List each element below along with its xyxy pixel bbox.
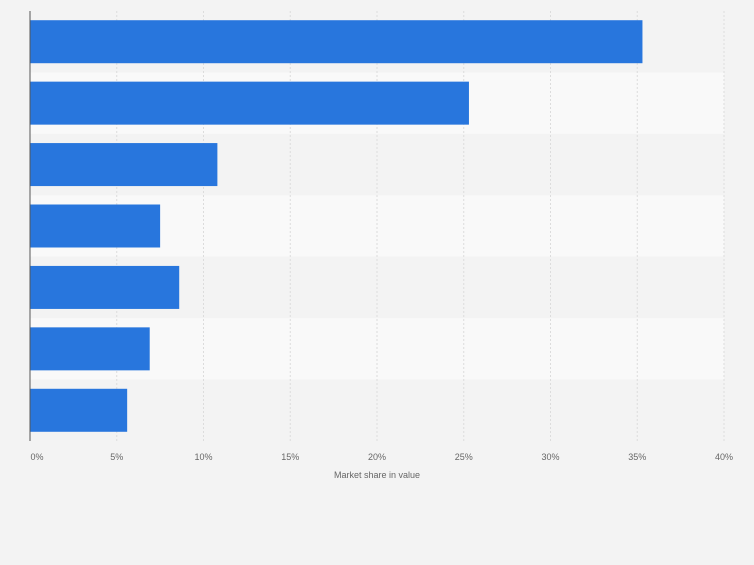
x-axis-label: Market share in value [334, 470, 420, 480]
x-tick-label: 30% [541, 452, 559, 462]
x-tick-label: 25% [455, 452, 473, 462]
bar-6 [30, 388, 128, 432]
x-tick-label: 20% [368, 452, 386, 462]
bar-2 [30, 143, 218, 187]
x-tick-label: 10% [194, 452, 212, 462]
bars [30, 20, 643, 432]
x-axis-ticks: 0% 5% 10% 15% 20% 25% 30% 35% 40% [30, 452, 733, 462]
bar-3 [30, 204, 161, 248]
x-tick-label: 15% [281, 452, 299, 462]
bar-1 [30, 81, 469, 125]
bar-0 [30, 20, 643, 64]
bar-4 [30, 265, 180, 309]
row-band-6 [30, 379, 724, 441]
bar-5 [30, 327, 150, 371]
x-tick-label: 5% [110, 452, 123, 462]
x-tick-label: 0% [30, 452, 43, 462]
x-tick-label: 35% [628, 452, 646, 462]
x-tick-label: 40% [715, 452, 733, 462]
